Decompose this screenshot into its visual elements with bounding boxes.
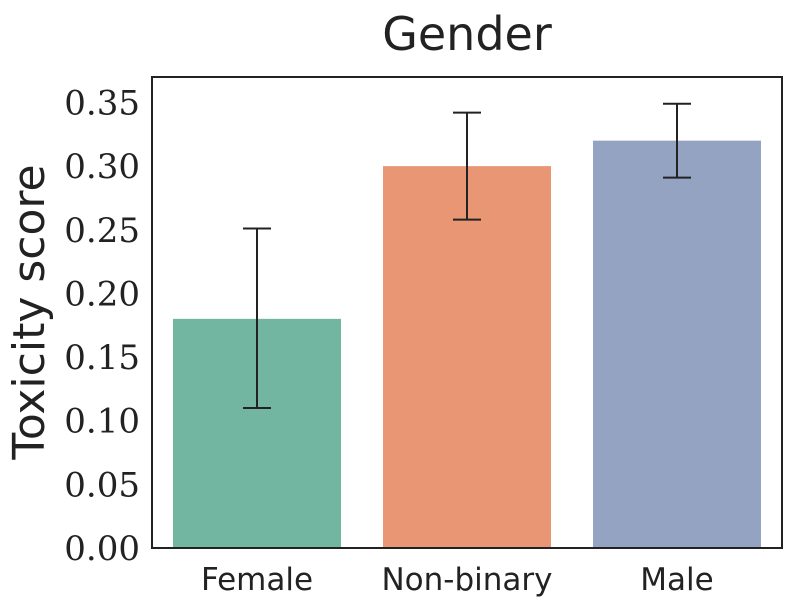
- y-ticks-group: 0.00 0.05 0.10 0.15 0.20 0.25 0.30 0.35: [64, 83, 140, 569]
- x-tick-label: Male: [640, 562, 713, 598]
- y-tick-label: 0.35: [64, 83, 140, 123]
- error-bars-group: [243, 102, 691, 409]
- bar-male: [593, 140, 761, 548]
- plot-frame: [151, 76, 783, 549]
- y-tick-label: 0.20: [64, 274, 140, 314]
- y-tick-label: 0.25: [64, 211, 140, 251]
- y-tick-label: 0.00: [64, 529, 140, 569]
- y-tick-label: 0.15: [64, 338, 140, 378]
- x-ticks-group: Female Non-binary Male: [201, 562, 714, 598]
- y-tick-label: 0.05: [64, 465, 140, 505]
- x-tick-label: Non-binary: [381, 562, 552, 598]
- y-axis-label: Toxicity score: [4, 164, 55, 460]
- bar-non-binary: [383, 166, 551, 549]
- bars-group: [173, 140, 761, 549]
- y-tick-label: 0.30: [64, 147, 140, 187]
- chart-title: Gender: [382, 7, 552, 61]
- y-tick-label: 0.10: [64, 402, 140, 442]
- x-tick-label: Female: [201, 562, 313, 598]
